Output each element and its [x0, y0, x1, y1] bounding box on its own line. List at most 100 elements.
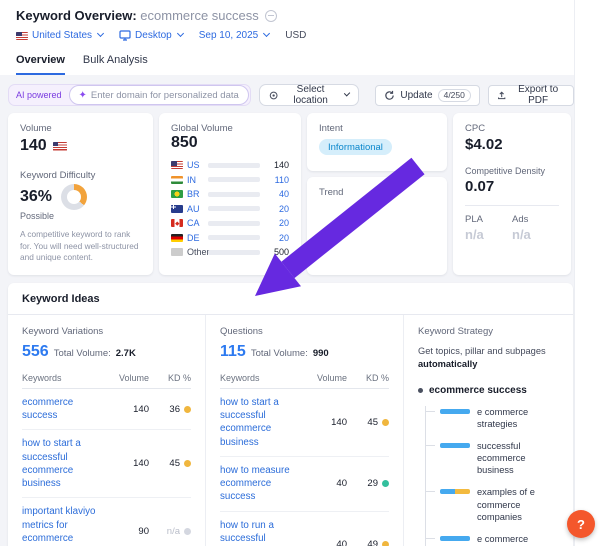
intent-label: Intent: [319, 123, 343, 134]
update-quota-badge: 4/250: [437, 88, 471, 102]
country-flag-icon: [171, 190, 183, 199]
strategy-item[interactable]: e commerce success: [426, 533, 559, 546]
strategy-item-label: e commerce strategies: [477, 407, 529, 430]
trend-label: Trend: [319, 187, 344, 198]
kd-dot: [382, 480, 389, 488]
page-title: Keyword Overview: ecommerce success: [16, 8, 259, 23]
domain-input[interactable]: ✦: [68, 85, 249, 105]
ai-domain-group: AI powered ✦: [8, 84, 251, 106]
strategy-item[interactable]: successful ecommerce business: [426, 440, 559, 476]
questions-total-value: 990: [312, 348, 329, 359]
volume-bar: [208, 162, 260, 168]
trend-chart: [319, 206, 435, 264]
country-volume: 500: [273, 247, 289, 258]
keyword-kd: 45: [149, 458, 191, 469]
keyword-row: how to run a successful ecommerce busine…: [220, 512, 389, 546]
country-flag-icon: [171, 204, 183, 213]
chevron-down-icon: [343, 89, 351, 97]
date-selector[interactable]: Sep 10, 2025: [199, 29, 271, 41]
competitive-density-label: Competitive Density: [465, 166, 546, 176]
scroll-gutter: [574, 0, 600, 546]
global-volume-row[interactable]: US 140: [171, 158, 289, 173]
country-volume: 20: [278, 232, 289, 243]
global-volume-row[interactable]: AU 20: [171, 202, 289, 217]
select-location-dropdown[interactable]: Select location: [258, 84, 360, 106]
country-code: IN: [187, 174, 196, 185]
strategy-item-bar: [440, 535, 470, 541]
keyword-link[interactable]: how to start a successful ecommerce busi…: [220, 397, 279, 448]
global-volume-row[interactable]: CA 20: [171, 216, 289, 231]
global-volume-row[interactable]: BR 40: [171, 187, 289, 202]
domain-input-field[interactable]: [90, 89, 239, 101]
keyword-ideas-title: Keyword Ideas: [8, 283, 573, 315]
keyword-row: important klaviyo metrics for ecommerce …: [22, 498, 191, 546]
global-volume-row[interactable]: Other 500: [171, 245, 289, 260]
global-volume-value: 850: [171, 134, 198, 151]
strategy-items: e commerce strategies successful ecommer…: [425, 406, 559, 546]
kd-dot: [184, 460, 191, 468]
cpc-value: $4.02: [465, 136, 503, 153]
global-volume-row[interactable]: IN 110: [171, 173, 289, 188]
country-volume: 20: [278, 203, 289, 214]
select-location-label: Select location: [293, 84, 328, 106]
country-flag-icon: [171, 233, 183, 242]
variations-rows: ecommerce success 140 36 how to start a …: [22, 389, 191, 546]
help-button[interactable]: ?: [567, 510, 595, 538]
volume-bar: [208, 249, 260, 255]
remove-keyword-icon[interactable]: [264, 9, 277, 22]
country-code: CA: [187, 218, 200, 229]
keyword-kd: n/a: [149, 526, 191, 537]
table-header: Keywords Volume KD %: [22, 373, 191, 389]
intent-badge[interactable]: Informational: [319, 139, 392, 155]
keyword-link[interactable]: how to measure ecommerce success: [220, 464, 290, 503]
pla-value: n/a: [465, 227, 484, 242]
keyword-link[interactable]: ecommerce success: [22, 397, 74, 422]
trend-card: Trend: [307, 177, 447, 275]
global-volume-row[interactable]: DE 20: [171, 231, 289, 246]
volume-value: 140: [20, 137, 47, 154]
device-selector[interactable]: Desktop: [119, 29, 184, 41]
keyword-link[interactable]: important klaviyo metrics for ecommerce …: [22, 506, 96, 546]
country-flag-icon: [171, 248, 183, 257]
title-keyword: ecommerce success: [140, 8, 259, 23]
keyword-volume: 90: [138, 526, 149, 538]
page-header: Keyword Overview: ecommerce success Unit…: [0, 0, 600, 75]
strategy-tree: ecommerce success e commerce strategies …: [418, 385, 559, 546]
update-label: Update: [400, 89, 433, 101]
country-selector[interactable]: United States: [16, 29, 105, 41]
monitor-icon: [119, 30, 131, 41]
strategy-description: Get topics, pillar and subpages automati…: [418, 346, 546, 370]
strategy-item-label: e commerce success: [477, 533, 529, 546]
ads-label: Ads: [512, 214, 529, 225]
overview-cards: Volume 140 Keyword Difficulty 36% Possib…: [8, 113, 600, 275]
tab-bulk-analysis[interactable]: Bulk Analysis: [82, 54, 148, 66]
us-flag-icon: [16, 31, 28, 40]
device-label: Desktop: [135, 30, 172, 41]
keyword-row: how to measure ecommerce success 40 29: [220, 457, 389, 512]
keyword-kd: 49: [347, 539, 389, 546]
variations-count[interactable]: 556: [22, 343, 49, 360]
questions-count[interactable]: 115: [220, 343, 246, 360]
questions-rows: how to start a successful ecommerce busi…: [220, 389, 389, 546]
strategy-item[interactable]: e commerce strategies: [426, 406, 559, 430]
keyword-link[interactable]: how to run a successful ecommerce busine…: [220, 519, 274, 546]
country-volume: 20: [278, 218, 289, 229]
variations-total-value: 2.7K: [115, 348, 136, 359]
volume-bar: [208, 235, 260, 241]
strategy-item[interactable]: examples of e commerce companies: [426, 486, 559, 522]
tree-root-label: ecommerce success: [429, 385, 527, 397]
variations-total-label: Total Volume:: [53, 348, 111, 359]
keyword-volume: 140: [133, 403, 149, 415]
update-button[interactable]: Update 4/250: [375, 84, 480, 106]
tab-overview[interactable]: Overview: [16, 54, 65, 75]
difficulty-level: Possible: [20, 211, 55, 221]
refresh-icon: [385, 90, 395, 100]
sparkle-icon: ✦: [78, 89, 87, 101]
kd-dot: [382, 418, 389, 426]
volume-label: Volume: [20, 123, 52, 134]
export-pdf-button[interactable]: Export to PDF: [487, 84, 574, 106]
difficulty-label: Keyword Difficulty: [20, 170, 96, 181]
keyword-link[interactable]: how to start a successful ecommerce busi…: [22, 438, 81, 490]
cpc-label: CPC: [465, 123, 486, 134]
keyword-volume: 40: [336, 539, 347, 546]
